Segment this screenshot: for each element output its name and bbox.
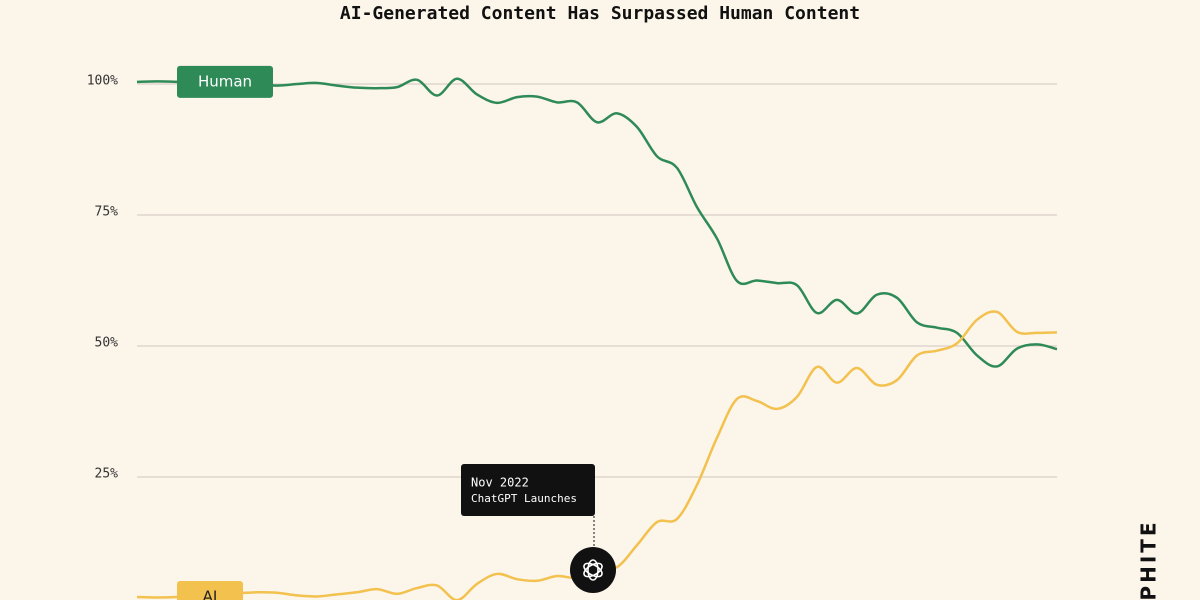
y-tick-label: 25% [95, 467, 119, 482]
y-tick-label: 50% [95, 336, 119, 351]
brand: PHITE [1137, 519, 1161, 600]
chart-title: AI-Generated Content Has Surpassed Human… [340, 3, 860, 24]
y-tick-label: 75% [95, 205, 119, 220]
legend-label: Human [198, 72, 252, 90]
legend-label: AI [203, 587, 218, 600]
annotation-date: Nov 2022 [471, 476, 529, 490]
y-tick-label: 100% [87, 74, 118, 89]
series-line [136, 77, 1058, 368]
legend-box [177, 65, 273, 98]
openai-glyph [583, 559, 603, 581]
legend-box [177, 580, 243, 600]
annotation-box [461, 464, 595, 516]
annotation: Nov 2022 ChatGPT Launches [461, 464, 616, 593]
annotation-text: ChatGPT Launches [471, 492, 577, 505]
openai-icon [570, 547, 616, 593]
